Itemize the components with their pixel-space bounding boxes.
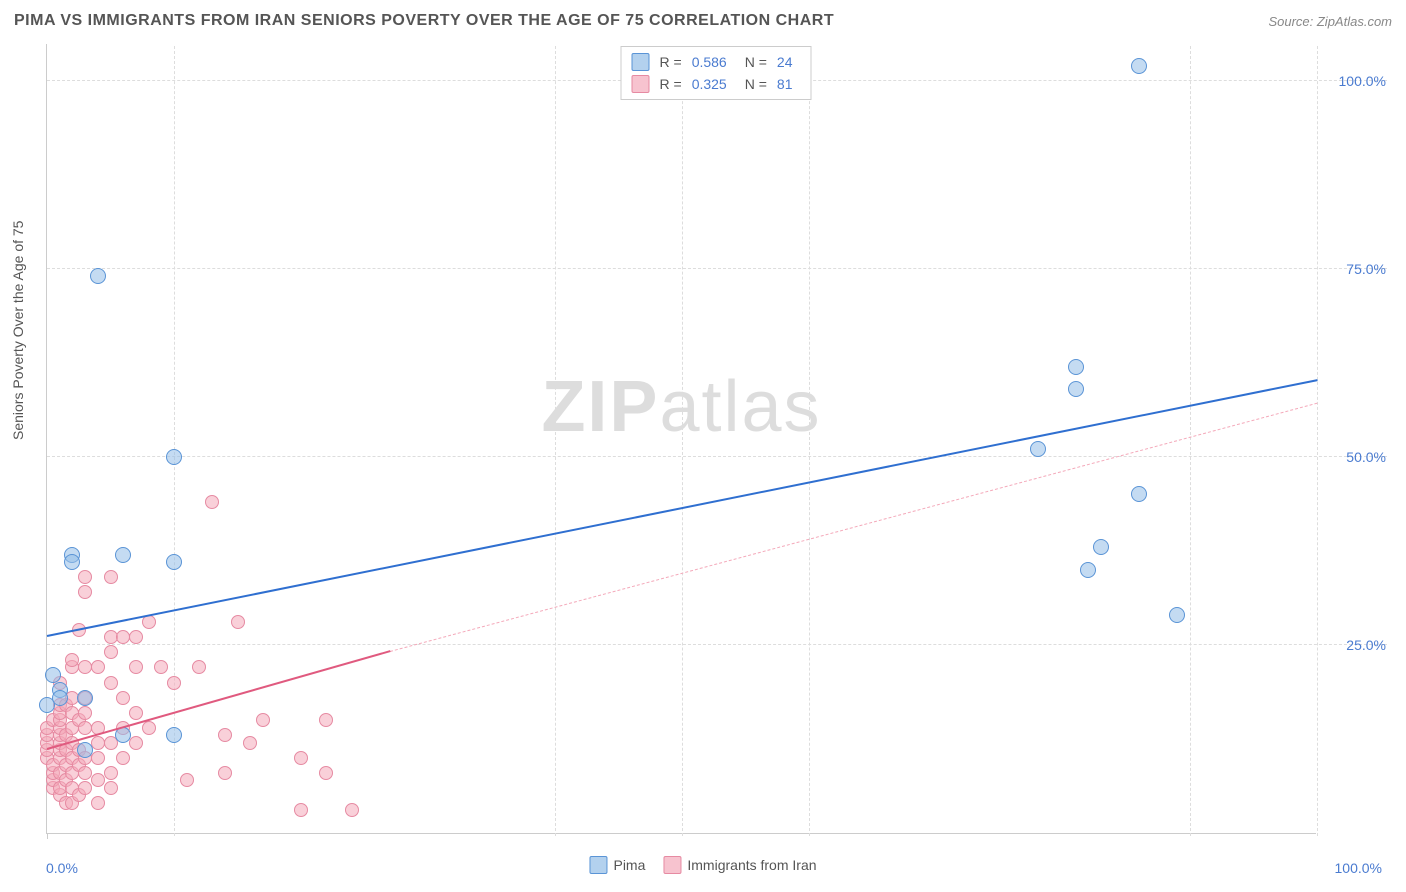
data-point <box>294 803 308 817</box>
x-axis-origin-tick <box>47 833 48 839</box>
data-point <box>91 773 105 787</box>
data-point <box>1030 441 1046 457</box>
watermark-suffix: atlas <box>659 367 821 447</box>
y-tick-label: 50.0% <box>1326 449 1386 465</box>
gridline-horizontal <box>47 456 1387 457</box>
data-point <box>78 766 92 780</box>
data-point <box>104 766 118 780</box>
data-point <box>166 554 182 570</box>
data-point <box>90 268 106 284</box>
legend-row-iran: R = 0.325 N = 81 <box>632 73 801 95</box>
data-point <box>166 449 182 465</box>
gridline-vertical <box>1190 46 1191 836</box>
data-point <box>116 691 130 705</box>
watermark-prefix: ZIP <box>541 367 659 447</box>
data-point <box>1080 562 1096 578</box>
x-tick-min: 0.0% <box>46 860 78 876</box>
data-point <box>77 690 93 706</box>
data-point <box>154 660 168 674</box>
data-point <box>52 690 68 706</box>
data-point <box>180 773 194 787</box>
data-point <box>45 667 61 683</box>
data-point <box>116 751 130 765</box>
x-tick-max: 100.0% <box>1335 860 1382 876</box>
data-point <box>115 547 131 563</box>
data-point <box>256 713 270 727</box>
y-axis-label: Seniors Poverty Over the Age of 75 <box>10 221 26 440</box>
data-point <box>129 736 143 750</box>
swatch-blue-icon <box>589 856 607 874</box>
data-point <box>65 653 79 667</box>
data-point <box>91 660 105 674</box>
data-point <box>91 796 105 810</box>
y-tick-label: 25.0% <box>1326 637 1386 653</box>
data-point <box>218 766 232 780</box>
legend-item-pima: Pima <box>589 856 645 874</box>
data-point <box>1169 607 1185 623</box>
data-point <box>294 751 308 765</box>
swatch-pink-icon <box>663 856 681 874</box>
data-point <box>1068 381 1084 397</box>
gridline-vertical <box>809 46 810 836</box>
n-value-pima: 24 <box>777 54 793 70</box>
gridline-horizontal <box>47 644 1387 645</box>
data-point <box>78 585 92 599</box>
n-value-iran: 81 <box>777 76 793 92</box>
r-value-pima: 0.586 <box>692 54 727 70</box>
data-point <box>77 742 93 758</box>
correlation-legend: R = 0.586 N = 24 R = 0.325 N = 81 <box>621 46 812 100</box>
data-point <box>129 706 143 720</box>
data-point <box>192 660 206 674</box>
plot-container: ZIPatlas 25.0%50.0%75.0%100.0% R = 0.586… <box>46 44 1386 834</box>
data-point <box>64 554 80 570</box>
data-point <box>78 781 92 795</box>
legend-label-iran: Immigrants from Iran <box>687 857 816 873</box>
y-tick-label: 100.0% <box>1326 73 1386 89</box>
data-point <box>104 676 118 690</box>
gridline-vertical <box>174 46 175 836</box>
data-point <box>1131 58 1147 74</box>
data-point <box>104 645 118 659</box>
data-point <box>345 803 359 817</box>
data-point <box>205 495 219 509</box>
data-point <box>104 570 118 584</box>
data-point <box>1131 486 1147 502</box>
data-point <box>319 766 333 780</box>
data-point <box>142 721 156 735</box>
data-point <box>129 630 143 644</box>
y-tick-label: 75.0% <box>1326 261 1386 277</box>
data-point <box>243 736 257 750</box>
n-label: N = <box>745 54 767 70</box>
data-point <box>91 751 105 765</box>
data-point <box>104 781 118 795</box>
series-legend: Pima Immigrants from Iran <box>589 856 816 874</box>
r-label: R = <box>660 54 682 70</box>
data-point <box>167 676 181 690</box>
legend-item-iran: Immigrants from Iran <box>663 856 816 874</box>
data-point <box>129 660 143 674</box>
source-label: Source: ZipAtlas.com <box>1268 14 1392 29</box>
data-point <box>231 615 245 629</box>
data-point <box>1093 539 1109 555</box>
legend-row-pima: R = 0.586 N = 24 <box>632 51 801 73</box>
gridline-vertical <box>1317 46 1318 836</box>
swatch-pink-icon <box>632 75 650 93</box>
n-label: N = <box>745 76 767 92</box>
data-point <box>78 706 92 720</box>
data-point <box>218 728 232 742</box>
r-label: R = <box>660 76 682 92</box>
plot-area: ZIPatlas 25.0%50.0%75.0%100.0% <box>46 44 1316 834</box>
data-point <box>319 713 333 727</box>
gridline-horizontal <box>47 268 1387 269</box>
gridline-vertical <box>555 46 556 836</box>
chart-title: PIMA VS IMMIGRANTS FROM IRAN SENIORS POV… <box>14 12 834 30</box>
legend-label-pima: Pima <box>613 857 645 873</box>
data-point <box>78 570 92 584</box>
r-value-iran: 0.325 <box>692 76 727 92</box>
gridline-vertical <box>682 46 683 836</box>
data-point <box>166 727 182 743</box>
data-point <box>1068 359 1084 375</box>
swatch-blue-icon <box>632 53 650 71</box>
